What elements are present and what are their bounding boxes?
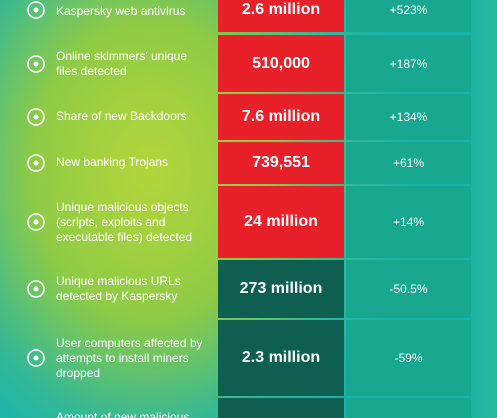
value-cell: 7.6 million — [218, 94, 344, 140]
row-icon — [27, 108, 45, 126]
row-icon — [27, 54, 45, 73]
row-icon — [27, 213, 45, 231]
value-cell: 739,551 — [218, 142, 344, 184]
change-cell: +134% — [346, 94, 471, 140]
change-cell: -50.5% — [346, 260, 471, 318]
change-cell: +14% — [346, 186, 471, 258]
row-label: Kaspersky web antivirus — [56, 4, 186, 18]
change-cell: +523% — [346, 0, 471, 32]
value-cell: 2.3 million — [218, 320, 344, 396]
value-cell: 24 million — [218, 186, 344, 258]
change-cell — [346, 398, 471, 418]
row-label: Unique malicious URLs detected by Kasper… — [56, 274, 181, 303]
row-icon — [27, 1, 45, 19]
background-shade — [471, 0, 497, 418]
row-icon — [27, 349, 45, 367]
row-icon — [27, 280, 45, 298]
row-label: Amount of new malicious — [56, 410, 190, 418]
change-cell: +187% — [346, 35, 471, 92]
row-label: Unique malicious objects (scripts, explo… — [56, 200, 193, 244]
row-label: User computers affected by attempts to i… — [56, 336, 203, 380]
change-cell: +61% — [346, 142, 471, 184]
value-cell — [218, 398, 344, 418]
value-cell: 2.6 million — [218, 0, 344, 32]
row-label: New banking Trojans — [56, 155, 169, 169]
value-cell: 510,000 — [218, 35, 344, 92]
row-label: Online skimmers' unique files detected — [56, 48, 188, 78]
row-icon — [27, 154, 45, 172]
change-cell: -59% — [346, 320, 471, 396]
value-cell: 273 million — [218, 260, 344, 318]
row-label: Share of new Backdoors — [56, 109, 187, 123]
